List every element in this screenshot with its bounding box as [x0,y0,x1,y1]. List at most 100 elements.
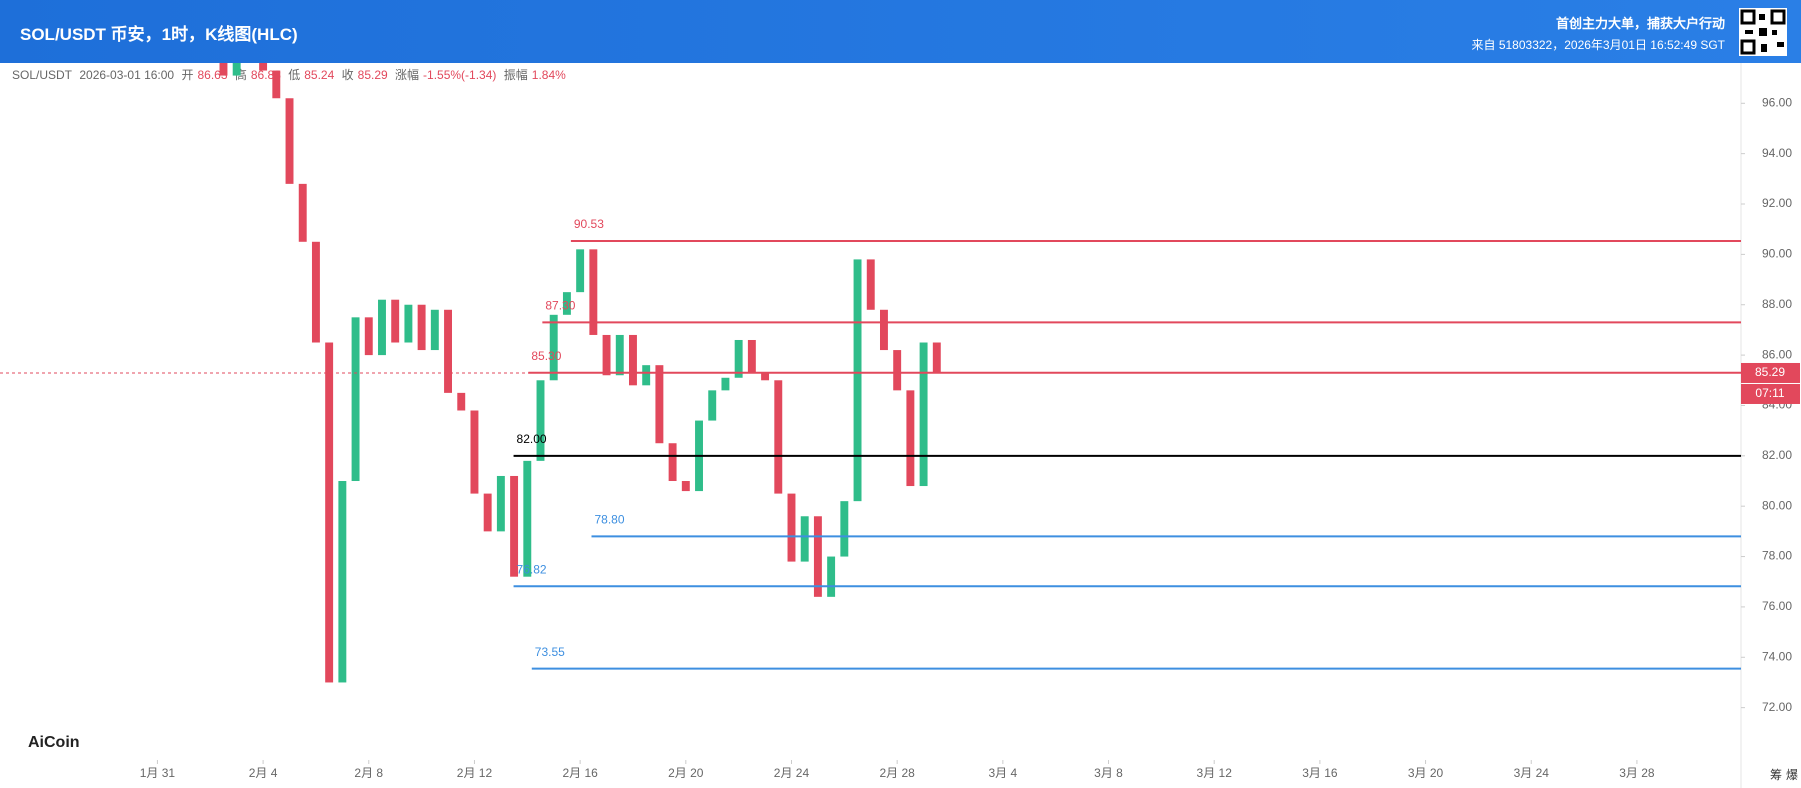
candle [338,481,347,683]
label: 振幅 [503,68,528,82]
candle [523,460,532,577]
close: 85.29 [357,68,388,82]
level-label: 85.30 [531,349,561,363]
candle [853,259,862,502]
side-button[interactable]: 筹 [1770,768,1782,782]
candle [893,350,902,391]
candle [866,259,875,310]
plot: 90.53 87.30 85.30 82.00 78.80 76.82 73.55 [180,45,1741,683]
candle [761,372,770,381]
candle [378,299,386,356]
candle [496,475,505,532]
candle [444,309,452,393]
candle [246,53,254,58]
candle [232,63,241,76]
time: 2026-03-01 16:00 [79,68,175,82]
candle [206,45,214,63]
source: 来自 51803322，2026年3月01日 16:52:49 SGT [1471,38,1726,52]
candle [774,380,783,494]
x-tick-label: 2月 20 [668,766,704,780]
candle [932,342,941,373]
y-tick-label: 86.00 [1762,347,1792,361]
y-tick-label: 72.00 [1762,700,1792,714]
watermark: AiCoin [28,734,80,751]
level-label: 90.53 [574,217,604,231]
candle [470,410,479,494]
candle [193,45,201,55]
x-tick-label: 2月 28 [879,766,915,780]
x-tick-label: 3月 16 [1302,766,1338,780]
x-tick-label: 3月 20 [1408,766,1444,780]
candle [549,314,558,381]
x-tick-label: 3月 28 [1619,766,1655,780]
candle [589,249,598,335]
x-tick-label: 2月 24 [774,766,810,780]
candle [510,475,519,577]
candle [906,390,915,487]
y-tick-label: 78.00 [1762,549,1792,563]
y-tick-label: 92.00 [1762,196,1792,210]
candle [655,365,664,444]
x-tick-label: 3月 24 [1514,766,1550,780]
x-tick-label: 1月 31 [140,766,176,780]
candle [219,63,228,76]
countdown-box [1741,383,1800,404]
candle [457,392,466,411]
candle [298,183,307,242]
level-label: 78.80 [594,513,624,527]
level-label: 73.55 [535,645,565,659]
candle [615,334,624,376]
x-tick-label: 2月 16 [562,766,598,780]
candle [285,98,294,184]
candle [351,317,360,482]
candle [827,556,836,597]
candle [311,241,320,343]
amplitude: 1.84% [531,68,566,82]
level-label: 82.00 [517,432,547,446]
candle [404,304,413,343]
candle [364,317,373,356]
candle [325,342,334,683]
candle [417,304,426,351]
y-tick-label: 82.00 [1762,448,1792,462]
candle [483,493,492,532]
candle [430,309,439,351]
label: 收 [341,68,354,82]
candle [562,292,571,315]
candle [708,390,717,421]
symbol: SOL/USDT [12,68,73,82]
candle [391,299,400,343]
x-tick-label: 3月 8 [1094,766,1123,780]
x-tick-label: 3月 4 [989,766,1018,780]
y-tick-label: 90.00 [1762,247,1792,261]
title: SOL/USDT 币安，1时，K线图(HLC) [20,25,298,44]
y-tick-label: 74.00 [1762,649,1792,663]
candle [747,339,756,373]
candle [536,380,545,461]
candle [813,516,822,597]
candle [721,377,730,391]
last-price-box [1741,362,1800,383]
qr-code [1739,8,1787,56]
y-tick-label: 94.00 [1762,146,1792,160]
last-price: 85.29 [1755,365,1785,379]
candle [272,70,281,99]
x-tick-label: 2月 12 [457,766,493,780]
candle [602,334,611,376]
candle [180,55,188,56]
label: 低 [288,68,301,82]
candle [840,501,849,557]
candle [629,334,637,386]
candle [800,516,809,562]
header: SOL/USDT 币安，1时，K线图(HLC) 首创主力大单，捕获大户行动 来自… [0,0,1801,63]
slogan: 首创主力大单，捕获大户行动 [1555,16,1725,31]
candle [734,339,743,378]
candle [879,309,888,351]
side-button[interactable]: 爆 [1786,768,1798,782]
candle [642,365,651,386]
level-label: 76.82 [517,562,547,576]
label: 涨幅 [395,68,420,82]
low: 85.24 [304,68,335,82]
